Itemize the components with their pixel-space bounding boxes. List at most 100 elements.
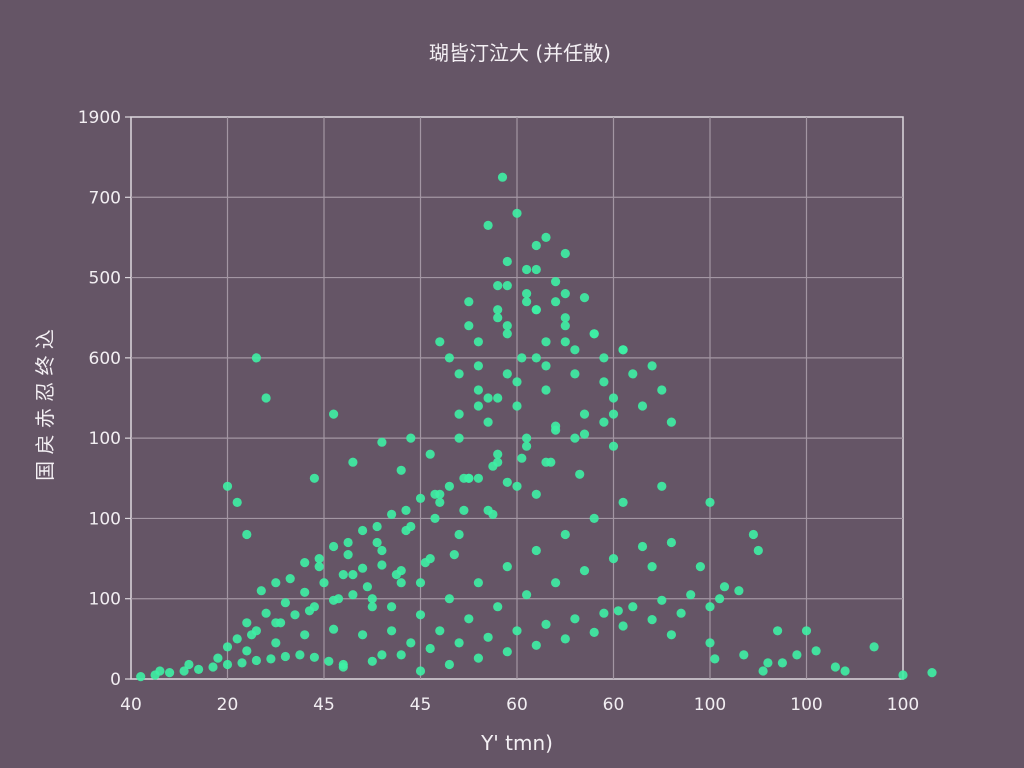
- x-tick-label: 100: [790, 695, 822, 715]
- data-point: [444, 594, 454, 604]
- data-point: [459, 505, 469, 515]
- data-point: [251, 655, 261, 666]
- data-point: [657, 385, 667, 395]
- data-point: [570, 369, 580, 379]
- data-point: [830, 662, 841, 672]
- data-point: [473, 361, 483, 371]
- data-point: [531, 353, 541, 363]
- data-point: [367, 594, 377, 604]
- data-point: [560, 313, 570, 323]
- data-point: [165, 668, 175, 678]
- data-point: [551, 578, 561, 588]
- data-point: [541, 385, 551, 395]
- data-point: [348, 457, 358, 467]
- data-point: [396, 578, 406, 588]
- data-point: [242, 529, 252, 540]
- data-point: [415, 666, 426, 676]
- y-tick-label: 500: [89, 269, 121, 289]
- data-point: [454, 409, 464, 419]
- data-point: [372, 537, 382, 548]
- data-point: [517, 353, 527, 363]
- data-point: [522, 590, 532, 600]
- data-point: [454, 638, 464, 648]
- data-point: [276, 618, 286, 628]
- data-point: [522, 297, 532, 307]
- data-point: [512, 377, 522, 387]
- data-point: [280, 598, 290, 608]
- data-point: [406, 521, 416, 532]
- data-point: [763, 658, 773, 668]
- data-point: [531, 264, 541, 275]
- data-point: [628, 602, 638, 612]
- data-point: [232, 497, 242, 507]
- y-tick-label: 700: [89, 188, 121, 208]
- data-point: [454, 433, 464, 443]
- data-point: [531, 545, 541, 556]
- data-point: [406, 638, 416, 648]
- data-point: [155, 666, 165, 676]
- data-point: [647, 615, 657, 625]
- data-point: [551, 277, 561, 287]
- data-point: [570, 614, 580, 624]
- data-point: [464, 473, 474, 483]
- x-tick-label: 45: [313, 695, 335, 715]
- data-point: [531, 305, 541, 315]
- data-point: [840, 666, 850, 676]
- data-point: [348, 590, 358, 600]
- data-point: [251, 353, 261, 363]
- data-point: [358, 563, 368, 573]
- data-point: [517, 453, 527, 463]
- data-point: [512, 401, 522, 411]
- data-point: [213, 653, 223, 663]
- data-point: [338, 662, 348, 672]
- data-point: [502, 329, 512, 339]
- data-point: [493, 393, 503, 403]
- data-point: [560, 289, 570, 299]
- data-point: [493, 313, 503, 323]
- data-point: [314, 562, 324, 572]
- data-point: [304, 606, 315, 616]
- y-tick-label: 100: [89, 590, 121, 610]
- data-point: [579, 429, 590, 439]
- data-point: [324, 656, 334, 666]
- data-point: [415, 493, 426, 503]
- data-point: [343, 550, 353, 560]
- data-point: [464, 321, 474, 331]
- data-point: [483, 220, 493, 230]
- data-point: [599, 417, 609, 427]
- data-point: [570, 345, 580, 355]
- data-point: [464, 614, 474, 624]
- data-point: [502, 256, 512, 267]
- data-point: [358, 630, 368, 640]
- data-point: [473, 653, 483, 663]
- data-point: [512, 481, 522, 491]
- data-point: [608, 441, 619, 451]
- data-point: [579, 566, 590, 576]
- data-point: [329, 409, 339, 419]
- data-point: [473, 578, 483, 588]
- data-point: [435, 489, 445, 499]
- data-point: [377, 437, 387, 447]
- data-point: [637, 401, 648, 411]
- data-point: [589, 627, 599, 638]
- data-point: [628, 369, 638, 379]
- y-tick-labels: 0 100 100 100 600 500 700 1900: [78, 108, 121, 690]
- data-point: [710, 654, 720, 664]
- data-point: [483, 632, 493, 642]
- data-point: [271, 578, 281, 588]
- data-point: [208, 662, 218, 672]
- data-point: [522, 289, 532, 299]
- data-point: [387, 509, 397, 519]
- data-point: [483, 393, 493, 403]
- data-points: [136, 172, 937, 682]
- data-point: [541, 337, 551, 347]
- data-point: [473, 337, 483, 347]
- data-point: [531, 489, 541, 499]
- data-point: [367, 656, 377, 666]
- data-point: [869, 642, 879, 652]
- chart-title: 瑚皆汀泣大 (并任散): [429, 41, 611, 65]
- data-point: [758, 666, 768, 676]
- data-point: [222, 642, 233, 652]
- data-point: [319, 578, 329, 588]
